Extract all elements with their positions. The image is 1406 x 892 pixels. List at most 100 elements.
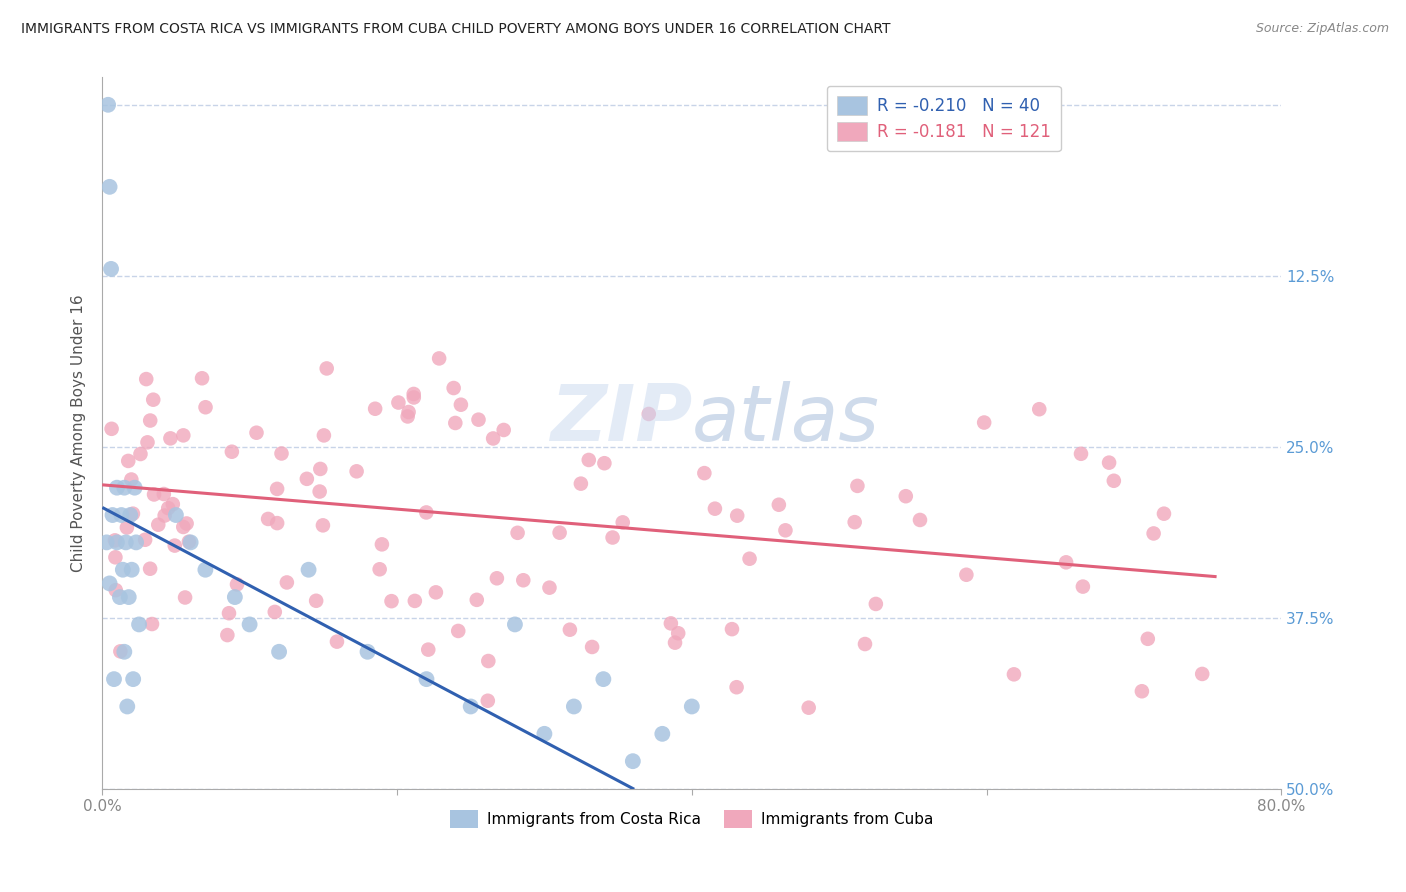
Point [326,634,349,648]
Point [128,617,150,632]
Point [865,597,887,611]
Point [506,525,529,540]
Point [226,577,249,591]
Point [142,392,165,407]
Point [844,515,866,529]
Point [402,387,425,401]
Point [312,428,335,442]
Point [427,351,450,366]
Point [1028,402,1050,417]
Point [602,531,624,545]
Point [270,446,292,460]
Point [703,501,725,516]
Point [465,592,488,607]
Point [562,699,585,714]
Point [315,361,337,376]
Point [768,498,790,512]
Point [104,583,127,598]
Point [398,405,420,419]
Point [101,508,124,522]
Point [477,654,499,668]
Point [415,672,437,686]
Point [908,513,931,527]
Point [548,525,571,540]
Point [1070,447,1092,461]
Point [157,501,180,516]
Point [371,537,394,551]
Point [120,473,142,487]
Point [191,371,214,385]
Point [176,516,198,531]
Point [120,508,142,522]
Point [467,412,489,426]
Point [309,462,332,476]
Point [104,533,127,548]
Point [973,416,995,430]
Point [141,617,163,632]
Point [305,594,328,608]
Text: IMMIGRANTS FROM COSTA RICA VS IMMIGRANTS FROM CUBA CHILD POVERTY AMONG BOYS UNDE: IMMIGRANTS FROM COSTA RICA VS IMMIGRANTS… [21,22,890,37]
Point [239,617,262,632]
Point [112,645,135,659]
Point [267,645,290,659]
Point [402,391,425,405]
Point [415,505,437,519]
Text: ZIP: ZIP [550,381,692,457]
Point [266,482,288,496]
Point [450,398,472,412]
Point [725,680,748,694]
Point [139,413,162,427]
Point [104,550,127,565]
Point [148,517,170,532]
Point [578,453,600,467]
Point [477,694,499,708]
Point [444,416,467,430]
Point [112,481,135,495]
Point [512,574,534,588]
Point [172,520,194,534]
Point [135,372,157,386]
Point [122,672,145,686]
Point [1054,555,1077,569]
Point [666,626,689,640]
Point [533,727,555,741]
Point [482,432,505,446]
Point [114,535,136,549]
Point [172,428,194,442]
Point [297,563,319,577]
Point [569,476,592,491]
Point [308,484,330,499]
Point [143,487,166,501]
Point [725,508,748,523]
Point [664,635,686,649]
Point [1142,526,1164,541]
Point [165,508,187,522]
Point [124,481,146,495]
Point [775,524,797,538]
Point [894,489,917,503]
Point [218,606,240,620]
Point [245,425,267,440]
Point [100,261,122,276]
Point [115,520,138,534]
Point [853,637,876,651]
Point [418,642,440,657]
Point [621,754,644,768]
Point [134,533,156,547]
Point [380,594,402,608]
Point [1102,474,1125,488]
Point [295,472,318,486]
Point [96,535,118,549]
Point [174,591,197,605]
Point [263,605,285,619]
Point [136,435,159,450]
Point [105,481,128,495]
Point [955,567,977,582]
Legend: Immigrants from Costa Rica, Immigrants from Cuba: Immigrants from Costa Rica, Immigrants f… [444,805,939,834]
Point [103,672,125,686]
Point [162,497,184,511]
Point [312,518,335,533]
Point [1002,667,1025,681]
Point [111,563,134,577]
Point [538,581,561,595]
